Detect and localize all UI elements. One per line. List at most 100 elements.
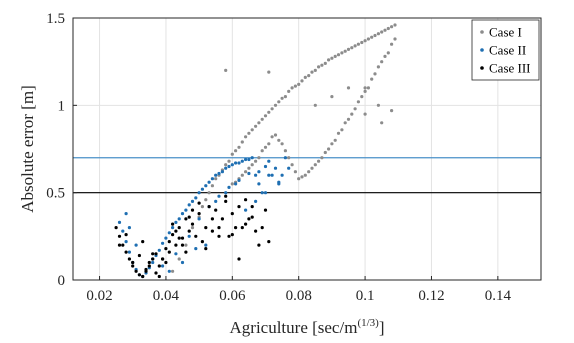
data-point [177, 257, 181, 261]
data-point [244, 157, 248, 162]
data-point [190, 208, 195, 212]
data-point [247, 171, 251, 176]
data-point [244, 222, 248, 226]
data-point [234, 161, 238, 165]
data-point [237, 161, 241, 165]
data-point [147, 264, 151, 268]
data-point [333, 54, 337, 59]
data-point [320, 63, 324, 67]
data-point [240, 226, 244, 230]
data-point [214, 177, 218, 181]
data-point [244, 135, 248, 139]
legend-label: Case III [489, 61, 531, 76]
data-point [164, 247, 168, 251]
data-point [210, 184, 214, 188]
data-point [137, 253, 141, 258]
data-point [386, 26, 390, 31]
data-point [174, 252, 178, 256]
x-tick-label: 0.06 [219, 288, 246, 304]
data-point [370, 35, 374, 39]
data-point [147, 260, 151, 265]
data-point [250, 156, 254, 160]
data-point [137, 273, 141, 277]
data-point [277, 100, 281, 104]
y-tick-label: 1 [58, 98, 66, 114]
data-point [300, 79, 304, 83]
data-point [224, 163, 228, 167]
data-point [227, 164, 231, 169]
data-point [270, 173, 274, 177]
data-point [151, 260, 155, 265]
data-point [376, 32, 380, 36]
data-point [207, 180, 211, 184]
data-point [197, 191, 201, 195]
x-axis-label-exponent: (1/3) [357, 317, 379, 329]
data-point [161, 264, 165, 268]
data-point [117, 234, 122, 238]
data-point [346, 86, 351, 90]
data-point [350, 46, 354, 50]
data-point [220, 217, 224, 221]
data-point [310, 166, 314, 170]
data-point [254, 229, 258, 233]
x-tick-label: 0.14 [485, 288, 512, 304]
data-point [131, 264, 135, 268]
data-point [210, 177, 214, 181]
data-point [177, 236, 181, 240]
data-point [343, 121, 347, 125]
data-point [267, 240, 271, 244]
data-point [240, 159, 244, 163]
data-point [240, 173, 244, 177]
data-point [346, 117, 351, 121]
data-point [373, 72, 377, 76]
x-axis-label: Agriculture [sec/m(1/3)] [230, 317, 385, 337]
data-point [117, 220, 122, 224]
data-point [336, 53, 341, 57]
legend-label: Case II [489, 43, 526, 58]
data-point [366, 37, 370, 41]
data-point [200, 240, 204, 244]
data-point [230, 212, 234, 216]
data-point [141, 240, 145, 244]
data-point [127, 257, 131, 261]
data-point [320, 156, 324, 160]
data-point [157, 248, 161, 252]
data-point [260, 117, 264, 121]
data-point [380, 30, 384, 34]
data-point [200, 205, 204, 209]
data-point [257, 170, 261, 174]
data-point [214, 173, 218, 177]
data-point [224, 191, 228, 195]
data-point [180, 243, 185, 247]
series-case-ii [117, 156, 291, 279]
data-point [164, 260, 168, 265]
data-point [214, 208, 218, 212]
data-point [254, 173, 258, 177]
data-point [340, 128, 344, 132]
data-point [330, 142, 334, 146]
legend: Case I Case II Case III [471, 19, 540, 81]
data-point [180, 260, 185, 265]
data-point [250, 215, 254, 219]
data-point [283, 95, 287, 99]
data-point [303, 75, 307, 79]
data-point [210, 217, 214, 221]
data-point [363, 86, 367, 90]
data-point [227, 159, 231, 163]
data-point [283, 149, 287, 153]
y-tick-label: 0 [58, 273, 66, 289]
x-axis-label-close: ] [379, 318, 385, 337]
data-point [204, 226, 208, 230]
data-point [267, 173, 271, 177]
data-point [234, 182, 238, 186]
data-point [127, 226, 131, 230]
data-point [197, 217, 201, 221]
data-point [154, 252, 158, 256]
data-point [237, 205, 241, 209]
data-point [161, 257, 165, 261]
data-point [287, 156, 291, 160]
data-point [224, 194, 228, 198]
data-point [144, 269, 148, 273]
data-point [383, 28, 387, 32]
data-point [197, 201, 201, 205]
